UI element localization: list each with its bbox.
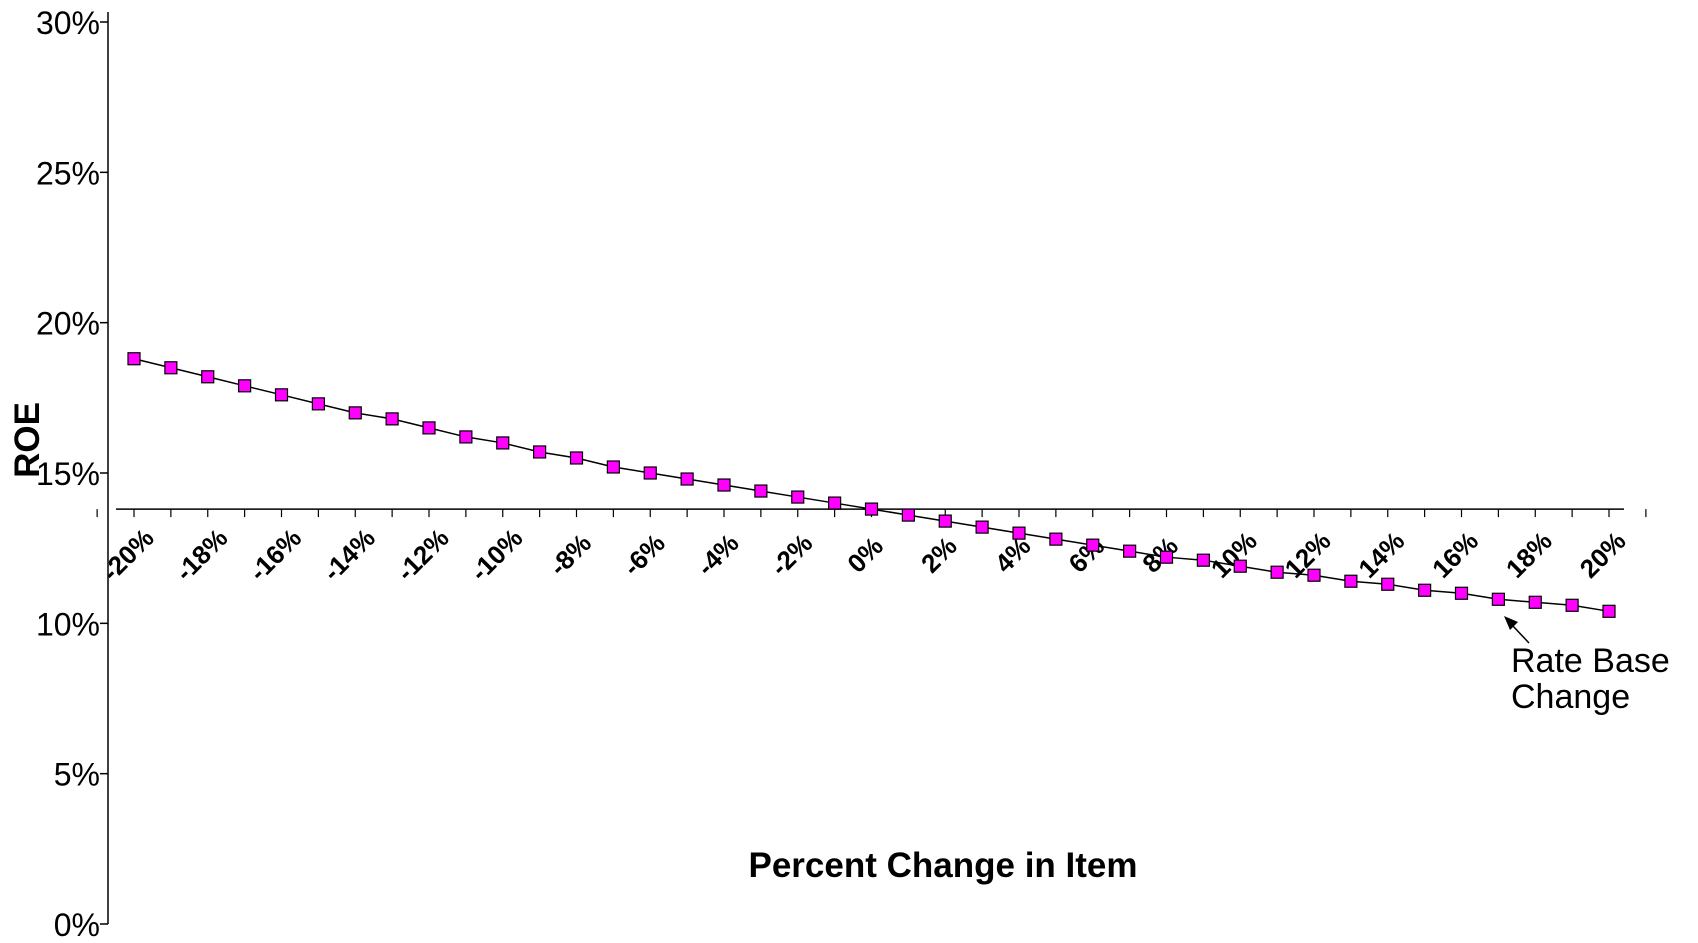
data-point-marker — [201, 370, 215, 384]
data-point-marker — [238, 379, 252, 393]
data-point-marker — [164, 361, 178, 375]
data-point-marker — [606, 460, 620, 474]
data-point-marker — [1307, 568, 1321, 582]
annotation-arrow-head — [1504, 616, 1518, 630]
series-roe — [133, 358, 1610, 613]
data-point-marker — [1565, 598, 1579, 612]
data-point-marker — [643, 466, 657, 480]
x-tick-label: -20% — [96, 523, 160, 587]
x-tick-label: 18% — [1500, 526, 1558, 584]
data-point-marker — [385, 412, 399, 426]
data-point-marker — [1491, 592, 1505, 606]
x-tick-label: 16% — [1426, 526, 1484, 584]
x-tick-label: 14% — [1352, 526, 1410, 584]
x-tick-label: -18% — [169, 523, 233, 587]
data-point-marker — [1159, 550, 1174, 564]
data-point-marker — [828, 496, 842, 510]
data-point-marker — [901, 508, 915, 522]
data-point-marker — [754, 484, 768, 498]
data-point-marker — [496, 436, 510, 450]
x-tick-label: -16% — [243, 523, 307, 587]
data-point-marker — [791, 490, 805, 504]
x-tick-label: 2% — [915, 531, 963, 579]
data-point-marker — [1233, 559, 1247, 573]
data-point-marker — [274, 388, 289, 402]
data-point-marker — [1381, 577, 1395, 591]
data-point-marker — [1086, 538, 1100, 552]
data-point-marker — [311, 397, 325, 411]
data-point-marker — [459, 430, 473, 444]
data-point-marker — [569, 451, 584, 465]
y-tick-label: 15% — [36, 456, 100, 492]
data-point-marker — [975, 520, 989, 534]
data-point-marker — [127, 352, 141, 366]
data-point-marker — [1454, 586, 1469, 600]
x-tick-label: -14% — [317, 523, 381, 587]
x-tick-label: -6% — [617, 528, 671, 582]
annotation-rate-base-change: Rate Base Change — [1504, 616, 1670, 716]
annotation-line-1: Rate Base — [1511, 642, 1670, 680]
data-point-marker — [864, 502, 879, 516]
annotation-line-2: Change — [1511, 678, 1630, 716]
data-point-marker — [1528, 595, 1542, 609]
data-point-marker — [680, 472, 694, 486]
x-axis-title: Percent Change in Item — [749, 846, 1138, 885]
data-point-marker — [1602, 604, 1616, 618]
data-point-marker — [1196, 553, 1210, 567]
x-tick-label: -10% — [464, 523, 528, 587]
data-point-marker — [1123, 544, 1137, 558]
series-markers — [127, 352, 1616, 618]
y-tick-label: 20% — [36, 306, 100, 342]
series-line — [133, 358, 1610, 613]
data-point-marker — [1049, 532, 1063, 546]
x-tick-label: 6% — [1062, 531, 1110, 579]
x-tick-label: -8% — [543, 528, 597, 582]
y-tick-label: 30% — [36, 5, 100, 41]
data-point-marker — [1344, 574, 1358, 588]
y-tick-label: 25% — [36, 155, 100, 191]
x-tick-label: 20% — [1574, 526, 1632, 584]
x-tick-label: -2% — [764, 528, 818, 582]
y-tick-label: 5% — [54, 757, 100, 793]
x-tick-label: -4% — [691, 528, 745, 582]
y-axis-ticks: 0% 5% 10% 15% 20% 25% 30% — [36, 5, 108, 943]
annotation-arrow — [1511, 624, 1530, 644]
data-point-marker — [1270, 565, 1284, 579]
data-point-marker — [422, 421, 436, 435]
y-tick-label: 10% — [36, 606, 100, 642]
x-tick-label: 0% — [841, 531, 889, 579]
data-point-marker — [1418, 583, 1432, 597]
data-point-marker — [533, 445, 547, 459]
x-tick-label: 10% — [1205, 526, 1263, 584]
data-point-marker — [1012, 526, 1026, 540]
x-axis-ticks: -20% -18% -16% -14% -12% -10% -8% -6% -4% -2% 0% 2%… — [96, 509, 1647, 587]
data-point-marker — [717, 478, 731, 492]
y-tick-label: 0% — [54, 907, 100, 943]
x-tick-label: -12% — [391, 523, 455, 587]
y-axis-title: ROE — [8, 402, 47, 478]
data-point-marker — [938, 514, 952, 528]
data-point-marker — [348, 406, 362, 420]
